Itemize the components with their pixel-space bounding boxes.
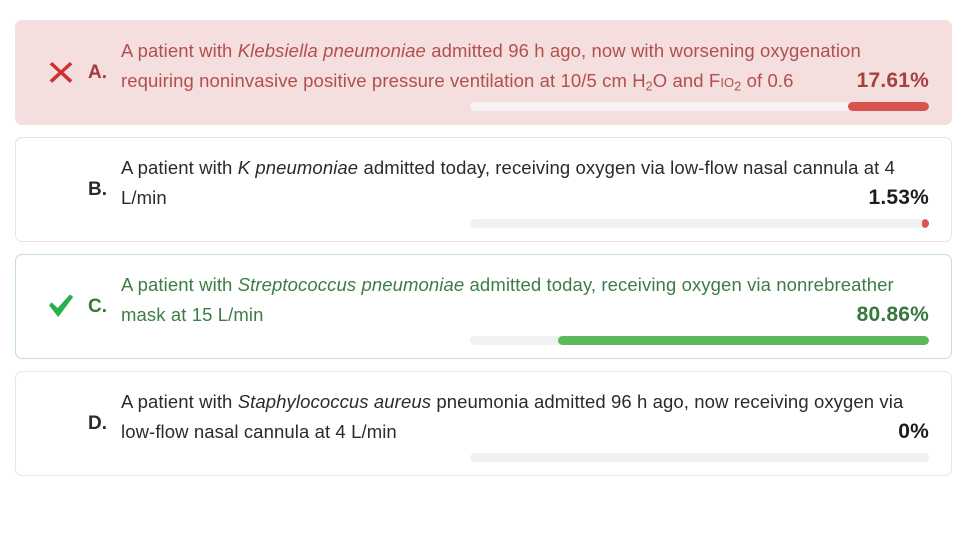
option-c-stats: 80.86% [121,303,929,345]
option-a-letter: A. [88,61,107,83]
option-a-gutter: A. [16,21,121,124]
option-d-percent: 0% [898,419,929,443]
option-b-letter: B. [88,178,107,200]
option-a-percent: 17.61% [856,68,929,92]
option-b-body: A patient with K pneumoniae admitted tod… [121,138,951,241]
no-mark-icon [44,172,78,206]
no-mark-icon [44,406,78,440]
option-a-bar-track [470,101,929,111]
answer-option-a[interactable]: A. A patient with Klebsiella pneumoniae … [15,20,952,125]
option-b-stats: 1.53% [121,186,929,228]
option-d-stats: 0% [121,420,929,462]
option-c-gutter: C. [16,255,121,358]
option-c-body: A patient with Streptococcus pneumoniae … [121,255,951,358]
option-b-bar-fill [921,218,929,228]
option-d-letter: D. [88,412,107,434]
answer-option-b[interactable]: B. A patient with K pneumoniae admitted … [15,136,952,242]
answer-option-c[interactable]: C. A patient with Streptococcus pneumoni… [15,253,952,359]
option-b-text: A patient with K pneumoniae admitted tod… [121,156,895,208]
option-c-percent-row: 80.86% [121,303,929,327]
option-c-bar-track [470,335,929,345]
option-c-text: A patient with Streptococcus pneumoniae … [121,273,894,325]
option-b-gutter: B. [16,138,121,241]
option-c-percent: 80.86% [856,302,929,326]
option-a-text: A patient with Klebsiella pneumoniae adm… [121,40,861,94]
option-d-percent-row: 0% [121,420,929,444]
option-d-gutter: D. [16,372,121,475]
option-c-bar-fill [557,335,929,345]
option-d-text: A patient with Staphylococcus aureus pne… [121,390,904,442]
option-b-percent-row: 1.53% [121,186,929,210]
cross-icon [44,55,78,89]
option-b-percent: 1.53% [868,185,929,209]
check-icon [44,289,78,323]
option-a-bar-fill [848,101,929,111]
answer-option-d[interactable]: D. A patient with Staphylococcus aureus … [15,370,952,476]
option-c-letter: C. [88,295,107,317]
option-a-percent-row: 17.61% [121,69,929,93]
option-a-body: A patient with Klebsiella pneumoniae adm… [121,21,951,124]
option-a-stats: 17.61% [121,69,929,111]
option-b-bar-track [470,218,929,228]
option-d-bar-track [470,452,929,462]
option-d-body: A patient with Staphylococcus aureus pne… [121,372,951,475]
